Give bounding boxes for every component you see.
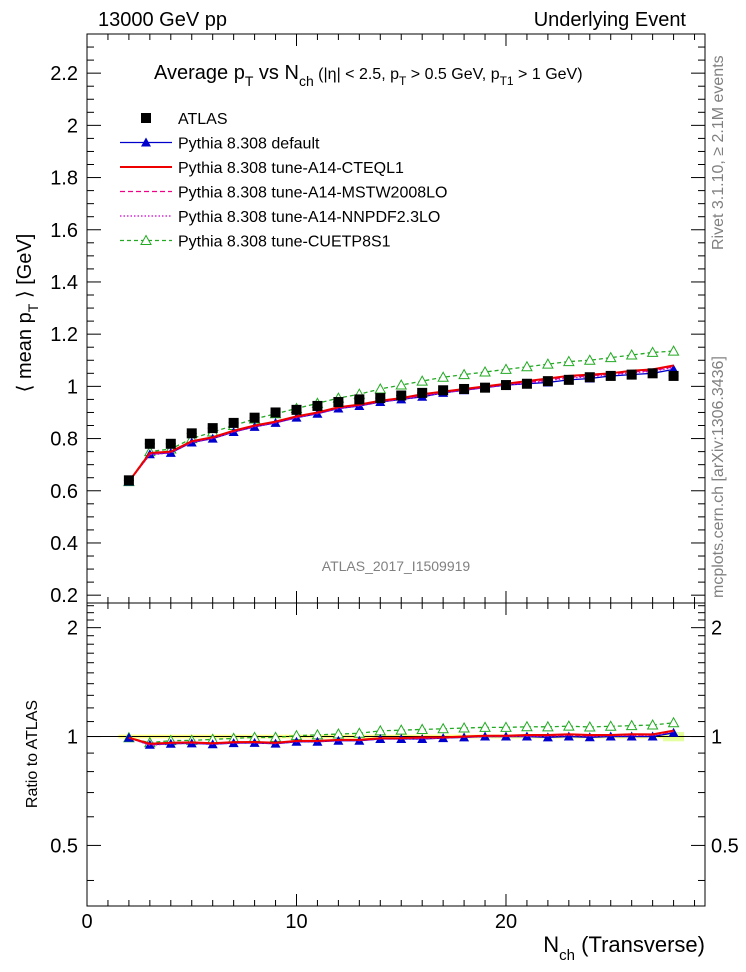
series-5-point [521,360,533,372]
series-5-ratio-point [583,720,596,732]
ratio-y-tick-label: 1 [67,727,78,749]
series-5-point [416,375,429,386]
y-tick-label: 1.2 [50,324,78,346]
ratio-y-tick-label: 2 [67,618,78,640]
y-tick-label: 1.8 [50,168,78,190]
y-tick-label: 2.2 [50,63,78,85]
series-1-ratio-point [647,731,658,741]
legend-item: Pythia 8.308 tune-A14-NNPDF2.3LO [120,209,440,226]
series-5-line [128,350,674,483]
y-tick-label: 2 [67,115,78,137]
y-axis-label: ⟨ mean pT ⟩ [GeV] [14,234,41,393]
legend-label: Pythia 8.308 tune-A14-NNPDF2.3LO [178,209,440,226]
ratio-series [123,716,680,749]
ratio-frame [86,602,706,907]
ratio-axes: 0 10 20 0.5 0.5 1 1 2 2 [50,602,739,933]
ratio-y-tick-label: 0.5 [50,835,78,857]
series-5-point [374,382,387,394]
ratio-y-axis-label: Ratio to ATLAS [24,700,41,808]
series-5-ratio-point [625,719,638,731]
legend-item: Pythia 8.308 tune-A14-MSTW2008LO [120,185,447,202]
series-5-ratio-point [458,722,470,733]
header-right: Underlying Event [534,9,687,31]
series-5-point [625,349,638,360]
series-5-point [500,363,512,374]
series-5-point [583,354,596,365]
series-5-ratio-point [521,720,533,732]
legend-label: Pythia 8.308 tune-CUETP8S1 [178,234,391,251]
x-tick-label: 10 [285,911,307,933]
series-5-ratio-point [604,720,617,731]
series-2-ratio-line [128,729,674,745]
legend-item: ATLAS [141,111,228,128]
y-tick-label: 1.4 [50,272,78,294]
ratio-y-tick-label: 0.5 [711,835,739,857]
header-left: 13000 GeV pp [98,9,227,31]
y-tick-label: 0.4 [50,533,78,555]
ratio-y-tick-label: 1 [711,727,722,749]
series-5-point [437,371,449,382]
legend-item: Pythia 8.308 tune-A14-CTEQL1 [120,160,404,177]
series-5-point [667,345,680,356]
x-tick-label: 20 [495,911,517,933]
legend-marker [141,137,151,147]
chart-title: Average pT vs Nch (|η| < 2.5, pT > 0.5 G… [154,62,583,89]
series-5-ratio-point [562,720,575,731]
legend-item: Pythia 8.308 default [120,136,320,153]
side-label-mcplots: mcplots.cern.ch [arXiv:1306.3436] [710,356,727,598]
series-5-ratio-point [479,721,491,732]
y-tick-label: 1.6 [50,220,78,242]
main-series [123,345,680,487]
series-5-ratio-point [646,718,659,730]
series-5-point [395,379,408,390]
series-5-point [479,365,491,377]
legend-marker [140,234,152,245]
y-tick-label: 0.6 [50,481,78,503]
legend-marker [141,113,151,123]
series-5-ratio-point [437,722,449,734]
series-5-point [458,368,470,380]
legend-label: Pythia 8.308 tune-A14-CTEQL1 [178,160,404,177]
legend-item: Pythia 8.308 tune-CUETP8S1 [120,234,391,251]
x-tick-label: 0 [81,911,92,933]
series-5-ratio-point [542,720,554,732]
analysis-label: ATLAS_2017_I1509919 [322,558,471,574]
legend-label: Pythia 8.308 tune-A14-MSTW2008LO [178,185,447,202]
series-5-point [562,355,575,367]
y-tick-label: 0.8 [50,429,78,451]
series-5-point [646,346,659,357]
side-label-rivet: Rivet 3.1.10, ≥ 2.1M events [710,55,727,250]
series-5-ratio-point [416,723,429,734]
legend: ATLAS Pythia 8.308 default Pythia 8.308 tu… [120,111,447,251]
y-tick-label: 0.2 [50,585,78,607]
series-5-ratio-point [667,716,680,728]
y-tick-label: 1 [67,376,78,398]
ratio-y-tick-label: 2 [711,618,722,640]
x-axis-label: Nch (Transverse) [543,932,705,964]
series-5-ratio-point [500,721,512,732]
series-5-point [604,351,617,363]
legend-label: Pythia 8.308 default [178,136,320,153]
legend-label: ATLAS [178,111,228,128]
main-axes: 0.2 0.4 0.6 0.8 1 1.2 1.4 1.6 1.8 2 2.2 [50,33,706,607]
series-5-point [542,358,554,369]
